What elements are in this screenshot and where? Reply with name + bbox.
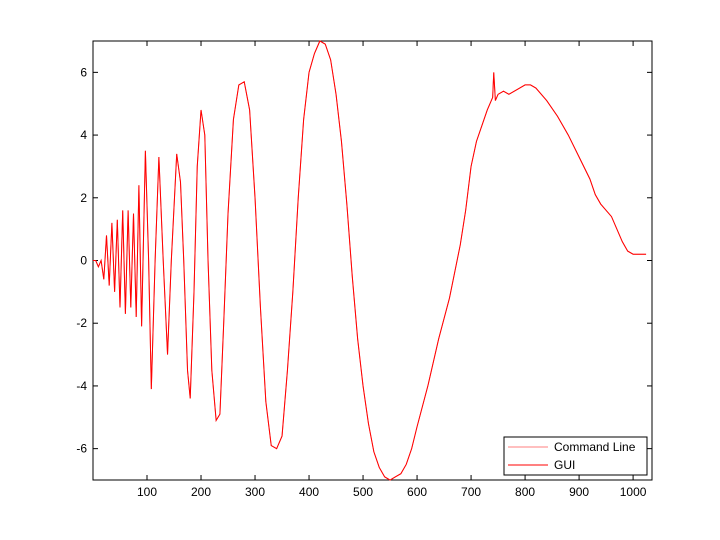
x-tick-label: 800	[515, 485, 535, 499]
x-tick-label: 900	[569, 485, 589, 499]
x-tick-label: 400	[299, 485, 319, 499]
x-tick-label: 600	[407, 485, 427, 499]
series-line	[93, 40, 647, 481]
y-tick-label: -2	[76, 316, 87, 330]
y-tick-label: 6	[80, 65, 87, 79]
x-tick-label: 1000	[620, 485, 647, 499]
x-tick-label: 100	[137, 485, 157, 499]
x-tick-label: 200	[191, 485, 211, 499]
y-tick-label: -4	[76, 379, 87, 393]
legend-label: Command Line	[554, 440, 636, 454]
x-tick-label: 700	[461, 485, 481, 499]
y-tick-label: -6	[76, 442, 87, 456]
y-tick-label: 2	[80, 191, 87, 205]
legend-label: GUI	[554, 458, 575, 472]
legend-box	[503, 436, 648, 476]
x-tick-label: 300	[245, 485, 265, 499]
plot-area	[92, 40, 653, 481]
x-tick-label: 500	[353, 485, 373, 499]
y-tick-label: 4	[80, 128, 87, 142]
y-tick-label: 0	[80, 254, 87, 268]
